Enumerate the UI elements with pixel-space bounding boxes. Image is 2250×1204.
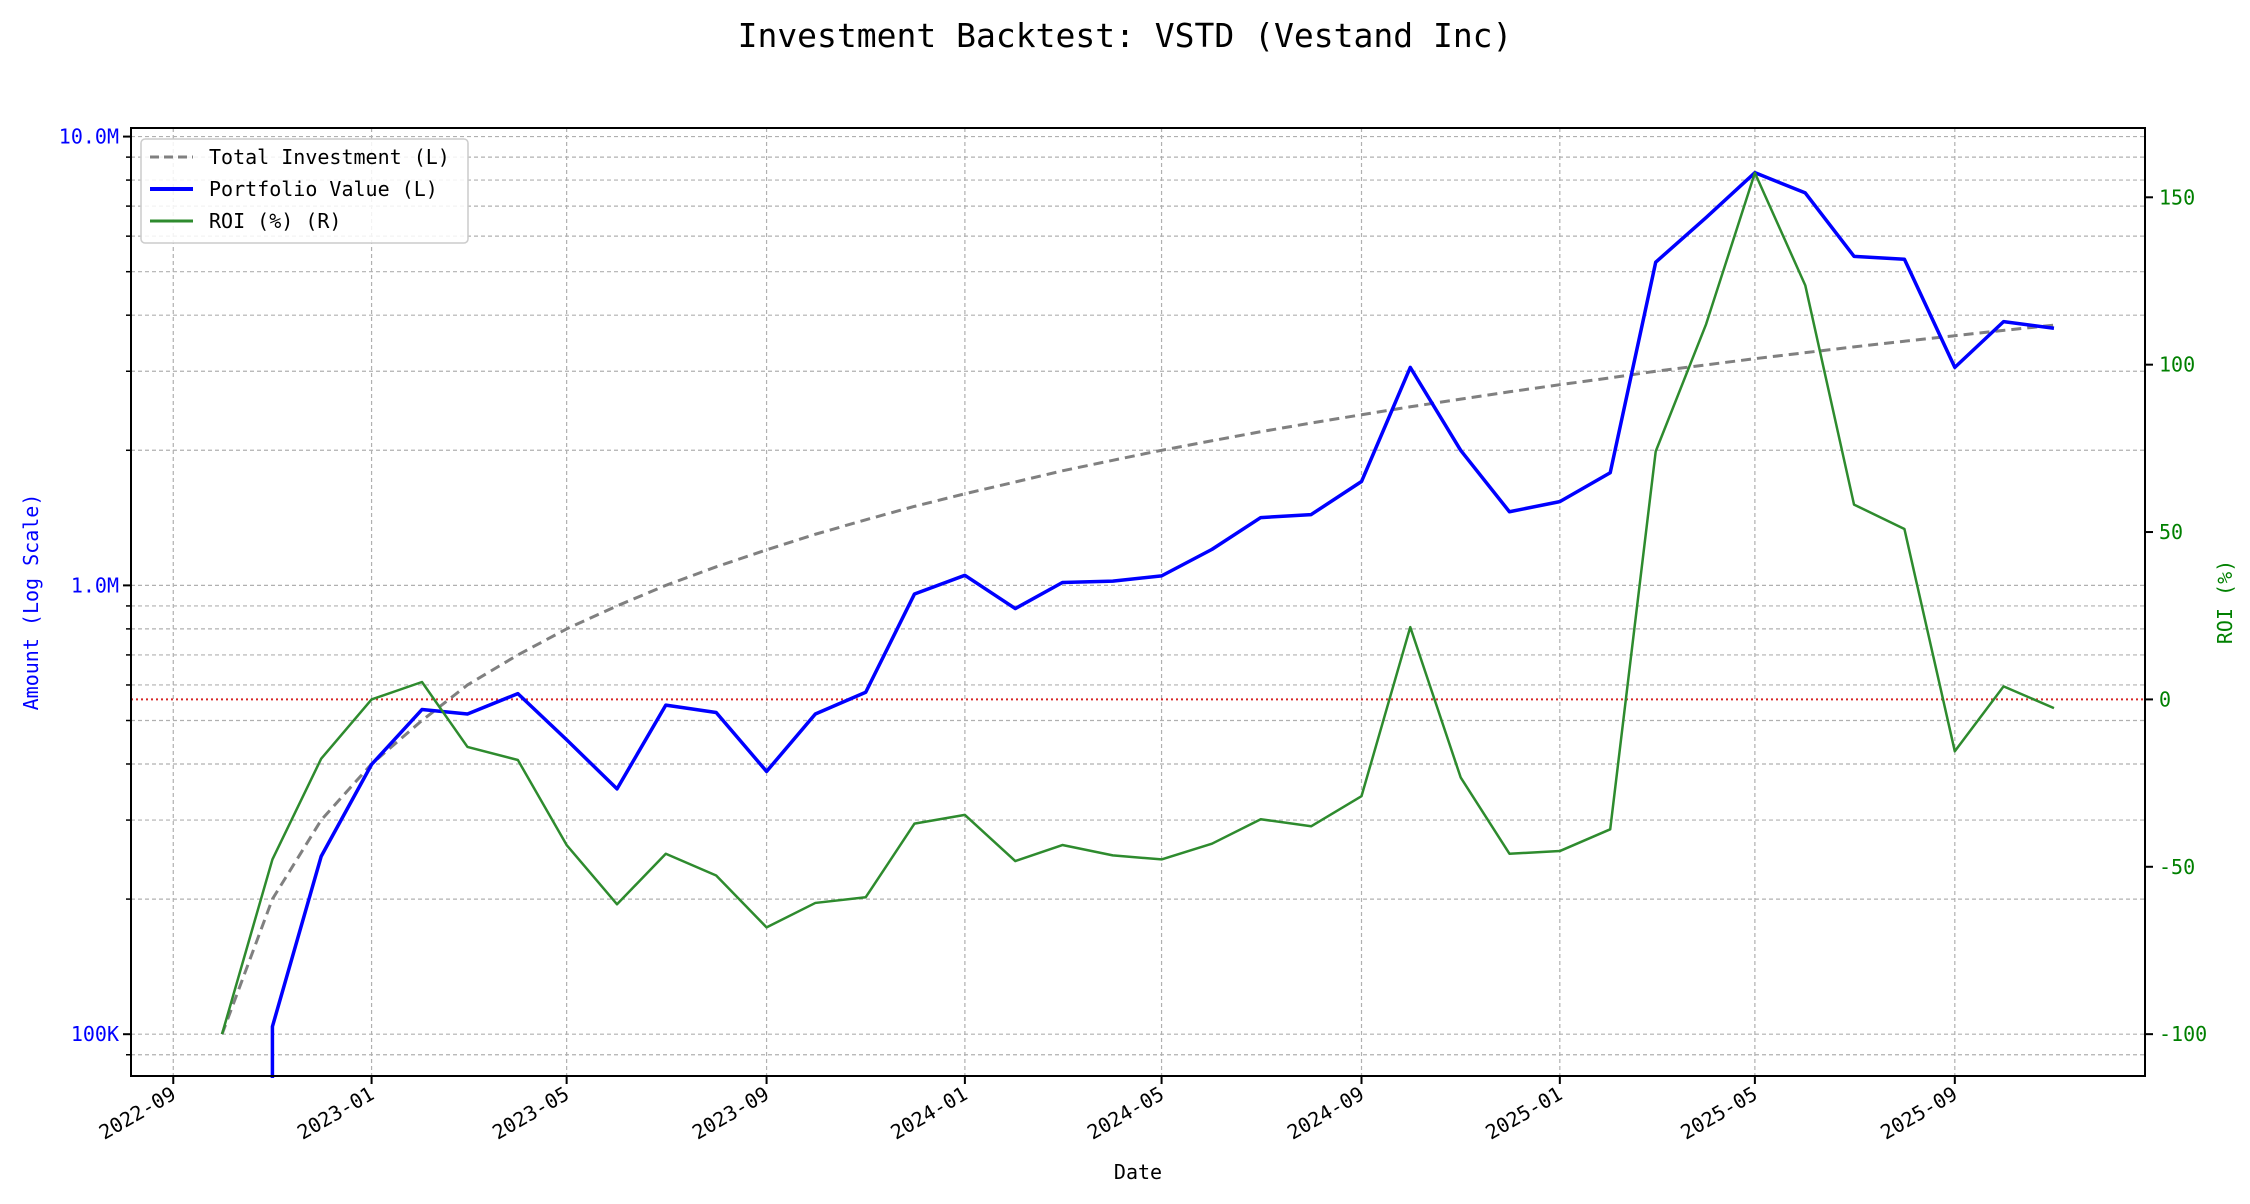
axis-ticks: 100K 1.0M 10.0M -100 -50 0 50 100 150 2022-09 2023… xyxy=(59,125,2207,1145)
x-tick-label: 2023-05 xyxy=(488,1082,573,1145)
y-right-tick-label: 50 xyxy=(2159,520,2183,544)
legend-box xyxy=(140,138,469,244)
x-tick-label: 2024-05 xyxy=(1083,1082,1168,1145)
y-right-axis-label: ROI (%) xyxy=(2213,560,2237,644)
x-tick-label: 2024-09 xyxy=(1283,1082,1368,1145)
x-tick-label: 2025-09 xyxy=(1876,1082,1961,1145)
legend-label-total-investment: Total Investment (L) xyxy=(209,145,450,169)
y-left-tick-label: 10.0M xyxy=(59,125,119,149)
x-tick-label: 2024-01 xyxy=(886,1082,971,1145)
legend-label-portfolio-value: Portfolio Value (L) xyxy=(209,177,438,201)
y-right-tick-label: 150 xyxy=(2159,185,2195,209)
total-investment-line xyxy=(220,323,2055,1035)
legend: Total Investment (L) Portfolio Value (L)… xyxy=(140,138,469,244)
y-right-tick-label: -50 xyxy=(2159,855,2195,879)
x-tick-label: 2023-09 xyxy=(688,1082,773,1145)
series-lines xyxy=(220,170,2055,1078)
y-right-tick-label: -100 xyxy=(2159,1022,2207,1046)
y-left-tick-label: 100K xyxy=(71,1022,119,1046)
portfolio-value-line xyxy=(270,170,2055,1078)
x-tick-label: 2025-01 xyxy=(1481,1082,1566,1145)
legend-label-roi: ROI (%) (R) xyxy=(209,209,341,233)
x-axis-label: Date xyxy=(1114,1160,1162,1184)
x-tick-label: 2023-01 xyxy=(293,1082,378,1145)
y-right-tick-label: 0 xyxy=(2159,687,2171,711)
grid xyxy=(131,128,2145,1076)
chart-title: Investment Backtest: VSTD (Vestand Inc) xyxy=(738,16,1513,55)
y-left-tick-label: 1.0M xyxy=(71,573,119,597)
x-tick-label: 2025-05 xyxy=(1676,1082,1761,1145)
roi-line xyxy=(220,171,2055,1035)
x-tick-label: 2022-09 xyxy=(95,1082,180,1145)
y-left-axis-label: Amount (Log Scale) xyxy=(19,494,43,711)
y-right-tick-label: 100 xyxy=(2159,353,2195,377)
plot-frame xyxy=(130,127,2146,1077)
